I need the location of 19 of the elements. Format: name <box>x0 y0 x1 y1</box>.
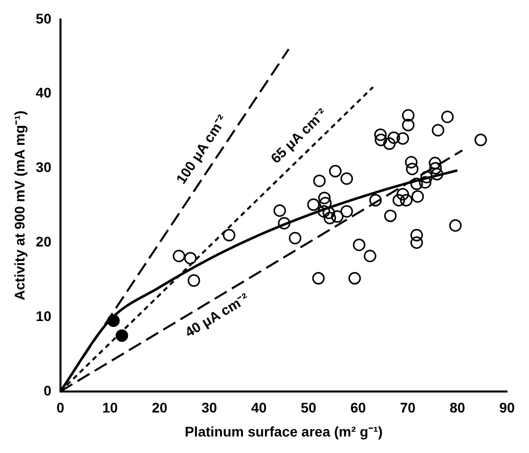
y-tick-label: 50 <box>36 10 52 26</box>
y-axis-title: Activity at 900 mV (mA mg⁻¹) <box>11 110 28 300</box>
x-tick-label: 70 <box>400 400 416 416</box>
annotation: 40 μA cm⁻² <box>182 290 252 340</box>
x-tick-label: 40 <box>251 400 267 416</box>
x-tick-label: 80 <box>450 400 466 416</box>
y-tick-label: 10 <box>36 308 52 324</box>
x-tick-label: 30 <box>201 400 218 416</box>
x-tick-label: 20 <box>152 400 168 416</box>
x-tick-label: 50 <box>300 400 316 416</box>
x-tick-label: 90 <box>499 400 515 416</box>
x-tick-label: 10 <box>102 400 118 416</box>
y-tick-label: 40 <box>36 84 52 101</box>
x-tick-label: 0 <box>56 400 64 416</box>
y-tick-label: 20 <box>36 233 52 250</box>
y-tick-label: 0 <box>44 382 52 398</box>
x-axis-title: Platinum surface area (m² g⁻¹) <box>184 423 383 440</box>
x-tick-label: 60 <box>350 400 366 416</box>
y-tick-label: 30 <box>36 159 52 176</box>
